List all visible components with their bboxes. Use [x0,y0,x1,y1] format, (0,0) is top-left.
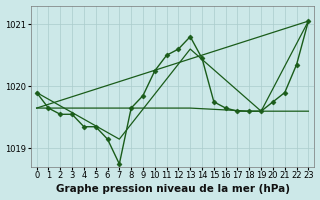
X-axis label: Graphe pression niveau de la mer (hPa): Graphe pression niveau de la mer (hPa) [55,184,290,194]
